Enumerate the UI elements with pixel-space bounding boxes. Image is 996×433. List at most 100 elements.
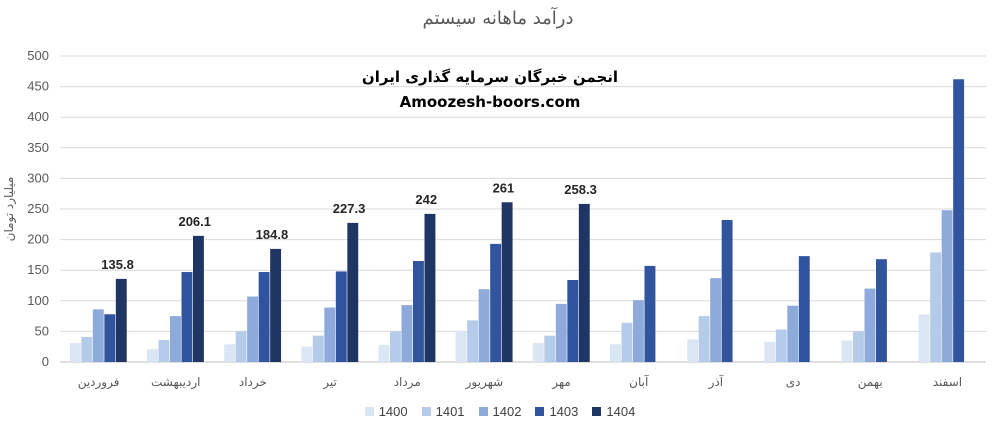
y-tick-label: 250	[27, 201, 49, 216]
bar	[181, 272, 193, 362]
y-tick-label: 350	[27, 140, 49, 155]
bar	[270, 248, 282, 362]
legend-item: 1400	[364, 404, 408, 419]
y-tick-label: 200	[27, 232, 49, 247]
chart-legend: 1400 1401 1402 1403 1404	[330, 404, 670, 419]
data-label: 135.8	[101, 257, 134, 272]
bar	[787, 305, 799, 362]
x-tick-label: خرداد	[239, 375, 267, 390]
data-label: 227.3	[333, 201, 366, 216]
bar	[876, 259, 887, 362]
bar	[390, 331, 401, 362]
bar	[841, 340, 853, 362]
bar	[687, 339, 699, 362]
legend-label: 1401	[435, 404, 465, 419]
bar	[224, 344, 236, 362]
bar	[467, 320, 479, 362]
bar	[864, 288, 876, 362]
x-tick-label: بهمن	[858, 375, 883, 390]
bar	[610, 344, 621, 362]
legend-label: 1403	[549, 404, 579, 419]
legend-item: 1402	[478, 404, 521, 419]
bar	[312, 335, 324, 362]
legend-swatch	[478, 407, 488, 416]
y-tick-label: 50	[35, 323, 49, 338]
x-tick-label: مرداد	[394, 375, 421, 390]
bar	[798, 256, 810, 362]
bar	[918, 314, 930, 362]
x-tick-label: دی	[786, 375, 801, 389]
bar	[953, 79, 965, 363]
y-axis-title: میلیارد تومان	[2, 177, 17, 242]
legend-swatch	[421, 407, 431, 416]
bar	[544, 335, 556, 362]
bar	[578, 203, 590, 362]
bar	[158, 339, 170, 362]
bar	[258, 272, 270, 362]
bar	[81, 336, 93, 362]
legend-item: 1401	[421, 404, 465, 419]
bar	[567, 279, 579, 362]
y-tick-label: 300	[27, 170, 49, 185]
legend-label: 1400	[378, 404, 408, 419]
y-tick-label: 400	[27, 109, 49, 124]
data-label: 258.3	[564, 182, 597, 197]
bar	[555, 303, 567, 362]
bar	[644, 265, 656, 362]
bar	[633, 300, 644, 362]
bar	[721, 220, 733, 362]
bar	[104, 314, 116, 362]
data-label: 206.1	[178, 214, 211, 229]
watermark-org-name: انجمن خبرگان سرمایه گذاری ایران	[361, 68, 619, 86]
bar	[941, 210, 953, 362]
bar	[378, 344, 390, 362]
bar	[424, 213, 436, 362]
data-label: 184.8	[256, 227, 289, 242]
bar	[501, 202, 513, 362]
bar	[193, 235, 204, 362]
bar	[853, 331, 864, 362]
x-tick-label: تیر	[322, 375, 337, 390]
x-tick-label: فروردین	[78, 375, 120, 390]
x-tick-label: شهریور	[465, 375, 504, 390]
y-tick-label: 0	[42, 354, 49, 369]
bar	[413, 261, 424, 362]
x-tick-label: آذر	[708, 374, 724, 390]
legend-swatch	[592, 407, 602, 416]
bar	[401, 305, 413, 362]
data-label: 242	[415, 192, 437, 207]
legend-swatch	[364, 407, 374, 416]
legend-item: 1403	[535, 404, 578, 419]
bar	[69, 343, 81, 362]
bar	[324, 307, 336, 362]
bar	[335, 271, 347, 362]
x-tick-label: آبان	[629, 374, 649, 389]
bar	[764, 341, 776, 362]
bar	[930, 252, 942, 362]
legend-item: 1404	[592, 404, 635, 419]
bar	[147, 349, 158, 362]
x-tick-label: اردیبهشت	[151, 375, 200, 390]
y-tick-label: 150	[27, 262, 49, 277]
bar	[235, 331, 247, 362]
bar	[92, 309, 104, 362]
bar	[301, 346, 313, 362]
bar	[455, 330, 467, 362]
y-tick-label: 450	[27, 79, 49, 94]
x-tick-label: مهر	[551, 375, 571, 390]
bar	[621, 322, 633, 362]
legend-swatch	[535, 407, 545, 416]
bar	[775, 329, 787, 362]
bar	[490, 243, 502, 362]
bar	[698, 316, 710, 362]
bar	[532, 343, 544, 362]
bar	[478, 289, 490, 362]
bar	[247, 296, 259, 362]
data-label: 261	[493, 180, 515, 195]
y-tick-label: 100	[27, 293, 49, 308]
y-tick-label: 500	[27, 48, 49, 63]
x-tick-label: اسفند	[933, 375, 962, 389]
chart-title: درآمد ماهانه سیستم	[422, 8, 574, 29]
bar	[347, 222, 359, 362]
